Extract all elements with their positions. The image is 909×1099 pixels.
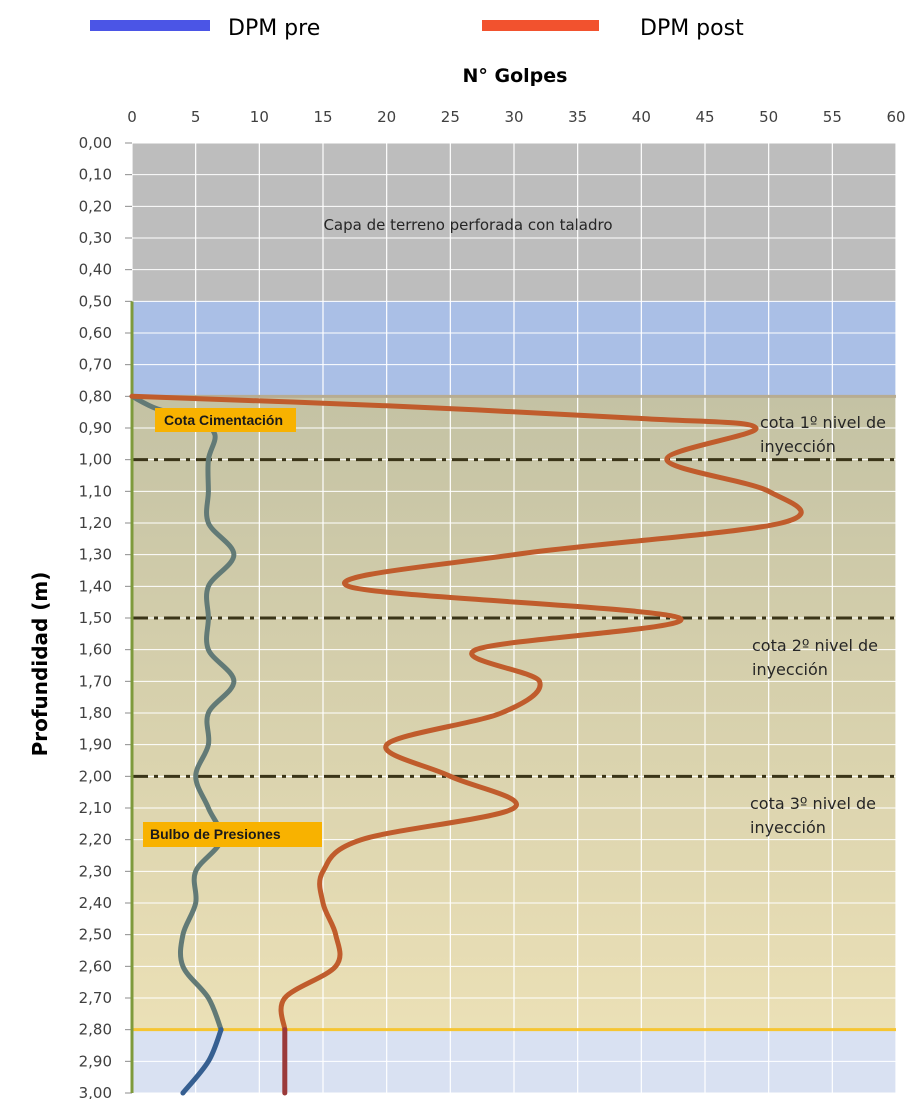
level-2-label-line-1: cota 2º nivel de — [752, 636, 878, 655]
y-tick-label: 0,90 — [79, 419, 112, 437]
level-1-label-line-2: inyección — [760, 437, 836, 456]
y-tick-label: 2,80 — [79, 1021, 112, 1039]
legend-swatch-dpm-post — [482, 20, 599, 31]
y-tick-label: 1,60 — [79, 641, 112, 659]
level-3-label-line-2: inyección — [750, 818, 826, 837]
y-tick-label: 2,70 — [79, 989, 112, 1007]
level-2-annotation: cota 2º nivel de inyección — [752, 636, 878, 679]
y-tick-label: 0,50 — [79, 292, 112, 310]
y-tick-label: 0,10 — [79, 166, 112, 184]
gray-band-label: Capa de terreno perforada con taladro — [323, 216, 612, 234]
level-3-label-line-1: cota 3º nivel de — [750, 794, 876, 813]
y-tick-label: 3,00 — [79, 1084, 112, 1099]
x-tick-label: 20 — [377, 108, 396, 126]
level-2-label-line-2: inyección — [752, 660, 828, 679]
x-axis-ticks: 0 5 10 15 20 25 30 35 40 45 50 55 60 — [127, 108, 905, 126]
reference-lines — [130, 301, 896, 1093]
x-tick-label: 10 — [250, 108, 269, 126]
x-axis-title: N° Golpes — [463, 65, 568, 87]
y-tick-label: 2,30 — [79, 862, 112, 880]
y-tick-label: 2,00 — [79, 767, 112, 785]
y-tick-label: 1,20 — [79, 514, 112, 532]
x-tick-label: 15 — [313, 108, 332, 126]
x-tick-label: 50 — [759, 108, 778, 126]
series-line-dpm-pre — [129, 393, 237, 1033]
y-tick-label: 1,30 — [79, 546, 112, 564]
x-tick-label: 35 — [568, 108, 587, 126]
level-3-annotation: cota 3º nivel de inyección — [750, 794, 876, 837]
y-tick-label: 1,50 — [79, 609, 112, 627]
y-tick-label: 1,80 — [79, 704, 112, 722]
x-tick-label: 55 — [823, 108, 842, 126]
y-tick-label: 2,50 — [79, 926, 112, 944]
level-1-label-line-1: cota 1º nivel de — [760, 413, 886, 432]
data-series — [129, 393, 804, 1096]
y-tick-label: 2,10 — [79, 799, 112, 817]
legend: DPM pre DPM post — [90, 16, 744, 41]
x-tick-label: 25 — [441, 108, 460, 126]
x-tick-label: 0 — [127, 108, 137, 126]
x-tick-label: 5 — [191, 108, 201, 126]
cota-cimentacion-tag: Cota Cimentación — [155, 408, 296, 432]
legend-label-dpm-pre: DPM pre — [228, 16, 320, 41]
y-tick-label: 0,60 — [79, 324, 112, 342]
y-tick-label: 0,00 — [79, 134, 112, 152]
series-tail-dpm-pre — [180, 1027, 224, 1096]
y-tick-label: 0,40 — [79, 261, 112, 279]
y-tick-label: 1,10 — [79, 482, 112, 500]
x-tick-label: 40 — [632, 108, 651, 126]
y-tick-label: 0,20 — [79, 197, 112, 215]
x-tick-label: 45 — [695, 108, 714, 126]
y-tick-label: 0,80 — [79, 387, 112, 405]
series-line-dpm-post — [129, 393, 804, 1033]
legend-label-dpm-post: DPM post — [640, 16, 744, 41]
bulbo-presiones-tag-label: Bulbo de Presiones — [150, 826, 281, 842]
y-axis-title: Profundidad (m) — [28, 572, 52, 757]
cota-cimentacion-tag-background — [155, 408, 296, 432]
x-tick-label: 30 — [504, 108, 523, 126]
y-tick-label: 0,30 — [79, 229, 112, 247]
y-tick-label: 1,40 — [79, 577, 112, 595]
x-tick-label: 60 — [886, 108, 905, 126]
y-tick-label: 2,90 — [79, 1052, 112, 1070]
y-tick-label: 2,20 — [79, 831, 112, 849]
y-tick-label: 0,70 — [79, 356, 112, 374]
legend-swatch-dpm-pre — [90, 20, 210, 31]
level-1-annotation: cota 1º nivel de inyección — [760, 413, 886, 456]
y-tick-label: 1,00 — [79, 451, 112, 469]
cota-cimentacion-tag-label: Cota Cimentación — [164, 412, 283, 428]
y-tick-label: 2,40 — [79, 894, 112, 912]
bulbo-presiones-tag-background — [143, 822, 322, 847]
bulbo-presiones-tag: Bulbo de Presiones — [143, 822, 322, 847]
y-tick-label: 2,60 — [79, 957, 112, 975]
y-tick-label: 1,70 — [79, 672, 112, 690]
y-tick-label: 1,90 — [79, 736, 112, 754]
y-axis-ticks: 0,00 0,10 0,20 0,30 0,40 0,50 0,60 0,70 0,80 0,90… — [79, 134, 132, 1099]
